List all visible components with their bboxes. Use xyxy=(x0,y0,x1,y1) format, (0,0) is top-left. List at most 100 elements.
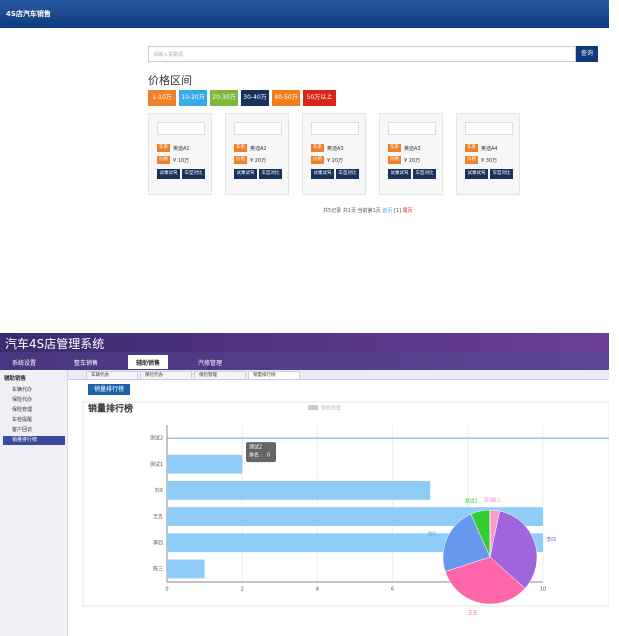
x-tick-label: 6 xyxy=(391,587,394,593)
bar xyxy=(167,507,543,527)
tab[interactable]: 销量排行榜 xyxy=(248,371,300,380)
car-action[interactable]: 车型对比 xyxy=(182,169,205,179)
shop-title: 4S店汽车销售 xyxy=(6,10,51,18)
rank-button[interactable]: 销量排行榜 xyxy=(88,384,130,395)
car-action[interactable]: 车型对比 xyxy=(413,169,436,179)
sidebar: 辅助销售 车辆代办保险代办保险管理车检提醒客户回访销量排行榜 xyxy=(0,370,68,636)
car-series: 奥迪A4 xyxy=(481,146,498,152)
car-image xyxy=(157,122,205,135)
tab[interactable]: 保险管理 xyxy=(194,371,246,380)
tab[interactable]: 保险代办 xyxy=(140,371,192,380)
price-range[interactable]: 20-30万 xyxy=(210,90,238,106)
tooltip-label: 排名 : xyxy=(249,452,263,459)
tooltip-value: 0 xyxy=(267,453,270,459)
car-series: 奥迪A1 xyxy=(173,146,190,152)
price-tag: 价格 xyxy=(465,156,478,164)
chart: 销量排行榜 销售数量 0246810测试2测试1刘X王五李四陈三测试2排名 :0… xyxy=(82,401,609,616)
last-page[interactable]: 尾页 xyxy=(402,208,413,214)
price-range[interactable]: 10-20万 xyxy=(179,90,207,106)
car-card: 车系 奥迪A4 价格 ¥ 30万 试乘试驾 车型对比 xyxy=(456,113,520,195)
pie-slice xyxy=(442,513,491,572)
nav-item[interactable]: 整车销售 xyxy=(74,360,99,367)
price-range[interactable]: 30-40万 xyxy=(241,90,269,106)
price-range[interactable]: 1-10万 xyxy=(148,90,176,106)
pagination: 共5记录 共1页 当前第1页 首页 [1] 尾页 xyxy=(323,207,413,214)
price-tag: 价格 xyxy=(388,156,401,164)
search-input[interactable]: 请输入关键词 xyxy=(148,46,576,62)
car-action[interactable]: 车型对比 xyxy=(259,169,282,179)
admin-header: 汽车4S店管理系统 xyxy=(0,333,609,352)
nav-item[interactable]: 系统设置 xyxy=(12,360,37,367)
pie-label: 李四 xyxy=(546,536,556,543)
legend-swatch xyxy=(308,405,318,410)
y-tick-label: 王五 xyxy=(153,514,163,520)
car-card: 车系 奥迪A3 价格 ¥ 20万 试乘试驾 车型对比 xyxy=(302,113,366,195)
price-title: 价格区间 xyxy=(148,74,192,87)
series-tag: 车系 xyxy=(311,144,324,152)
admin-title: 汽车4S店管理系统 xyxy=(5,337,105,351)
page-summary: 共5记录 共1页 当前第1页 xyxy=(323,208,381,214)
car-action[interactable]: 试乘试驾 xyxy=(388,169,411,179)
car-price: ¥ 20万 xyxy=(404,158,421,164)
sidebar-item[interactable]: 保险代办 xyxy=(12,397,33,403)
sidebar-item[interactable]: 车检提醒 xyxy=(12,417,33,423)
search-button[interactable]: 查询 xyxy=(576,46,598,62)
car-image xyxy=(388,122,436,135)
shop-header: 4S店汽车销售 xyxy=(0,0,609,28)
car-card: 车系 奥迪A2 价格 ¥ 20万 试乘试驾 车型对比 xyxy=(225,113,289,195)
car-price: ¥ 10万 xyxy=(173,158,190,164)
sidebar-item[interactable]: 客户回访 xyxy=(12,427,33,433)
x-tick-label: 10 xyxy=(540,587,546,593)
x-tick-label: 2 xyxy=(241,587,244,593)
car-action[interactable]: 试乘试驾 xyxy=(311,169,334,179)
sidebar-item[interactable]: 车辆代办 xyxy=(12,387,33,393)
price-tag: 价格 xyxy=(234,156,247,164)
x-tick-label: 4 xyxy=(316,587,319,593)
tab-bar: 车辆代办 保险代办 保险管理 销量排行榜 xyxy=(68,370,609,380)
y-tick-label: 李四 xyxy=(153,539,163,546)
nav-item[interactable]: 汽修管理 xyxy=(198,360,223,367)
price-tag: 价格 xyxy=(311,156,324,164)
price-range[interactable]: 40-50万 xyxy=(272,90,300,106)
y-tick-label: 测试1 xyxy=(150,461,163,468)
nav-item[interactable]: 辅助销售 xyxy=(128,355,169,369)
legend-label: 销售数量 xyxy=(321,405,341,412)
car-image xyxy=(311,122,359,135)
sidebar-item[interactable]: 保险管理 xyxy=(12,407,33,413)
price-tag: 价格 xyxy=(157,156,170,164)
bar xyxy=(167,480,431,500)
car-action[interactable]: 试乘试驾 xyxy=(234,169,257,179)
first-page[interactable]: 首页 xyxy=(382,208,393,214)
car-action[interactable]: 试乘试驾 xyxy=(157,169,180,179)
series-tag: 车系 xyxy=(465,144,478,152)
pie-label: 测试2 xyxy=(483,497,496,504)
sidebar-item[interactable]: 销量排行榜 xyxy=(3,436,65,445)
y-tick-label: 刘X xyxy=(155,487,164,494)
bar xyxy=(167,454,243,474)
car-image xyxy=(465,122,513,135)
car-series: 奥迪A2 xyxy=(250,146,267,152)
bar xyxy=(167,559,205,579)
chart-title: 销量排行榜 xyxy=(88,403,133,415)
y-tick-label: 测试2 xyxy=(150,435,163,442)
car-card: 车系 奥迪A3 价格 ¥ 20万 试乘试驾 车型对比 xyxy=(379,113,443,195)
chart-frame xyxy=(82,401,609,607)
car-price: ¥ 20万 xyxy=(327,158,344,164)
nav-bar: 系统设置 整车销售 辅助销售 汽修管理 xyxy=(0,352,609,370)
pie-label: 测试1 xyxy=(465,498,478,505)
pie-slice xyxy=(444,556,526,605)
car-price: ¥ 20万 xyxy=(250,158,267,164)
car-action[interactable]: 车型对比 xyxy=(336,169,359,179)
car-action[interactable]: 试乘试驾 xyxy=(465,169,488,179)
page-number[interactable]: [1] xyxy=(393,208,402,214)
pie-label: 陈三 xyxy=(491,497,501,504)
series-tag: 车系 xyxy=(157,144,170,152)
tooltip-name: 测试2 xyxy=(249,444,262,451)
pie-slice xyxy=(489,510,538,589)
sidebar-header: 辅助销售 xyxy=(4,376,27,382)
price-range[interactable]: 50万以上 xyxy=(303,90,336,106)
tab[interactable]: 车辆代办 xyxy=(86,371,138,380)
car-action[interactable]: 车型对比 xyxy=(490,169,513,179)
pie-label: 王五 xyxy=(468,610,478,616)
